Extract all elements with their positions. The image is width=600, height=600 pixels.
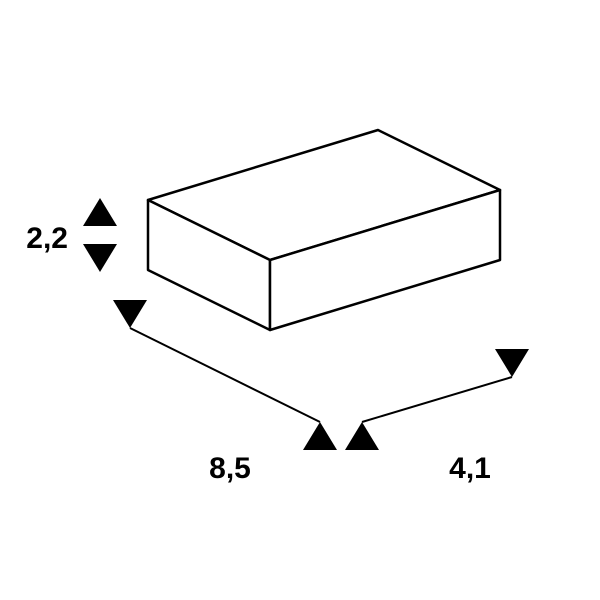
box — [148, 130, 500, 330]
height-dimension: 2,2 — [26, 198, 117, 272]
length-line — [130, 328, 320, 422]
arrow-down-icon — [113, 300, 147, 328]
arrow-down-icon — [83, 244, 117, 272]
arrow-up-icon — [83, 198, 117, 226]
length-label: 8,5 — [209, 452, 251, 485]
height-label: 2,2 — [26, 222, 68, 255]
length-dimension: 8,5 — [113, 300, 337, 485]
arrow-up-icon — [345, 422, 379, 450]
arrow-down-icon — [495, 349, 529, 377]
width-dimension: 4,1 — [345, 349, 529, 485]
width-line — [362, 377, 512, 422]
arrow-up-icon — [303, 422, 337, 450]
dimension-diagram: 2,2 8,5 4,1 — [0, 0, 600, 600]
width-label: 4,1 — [449, 452, 491, 485]
